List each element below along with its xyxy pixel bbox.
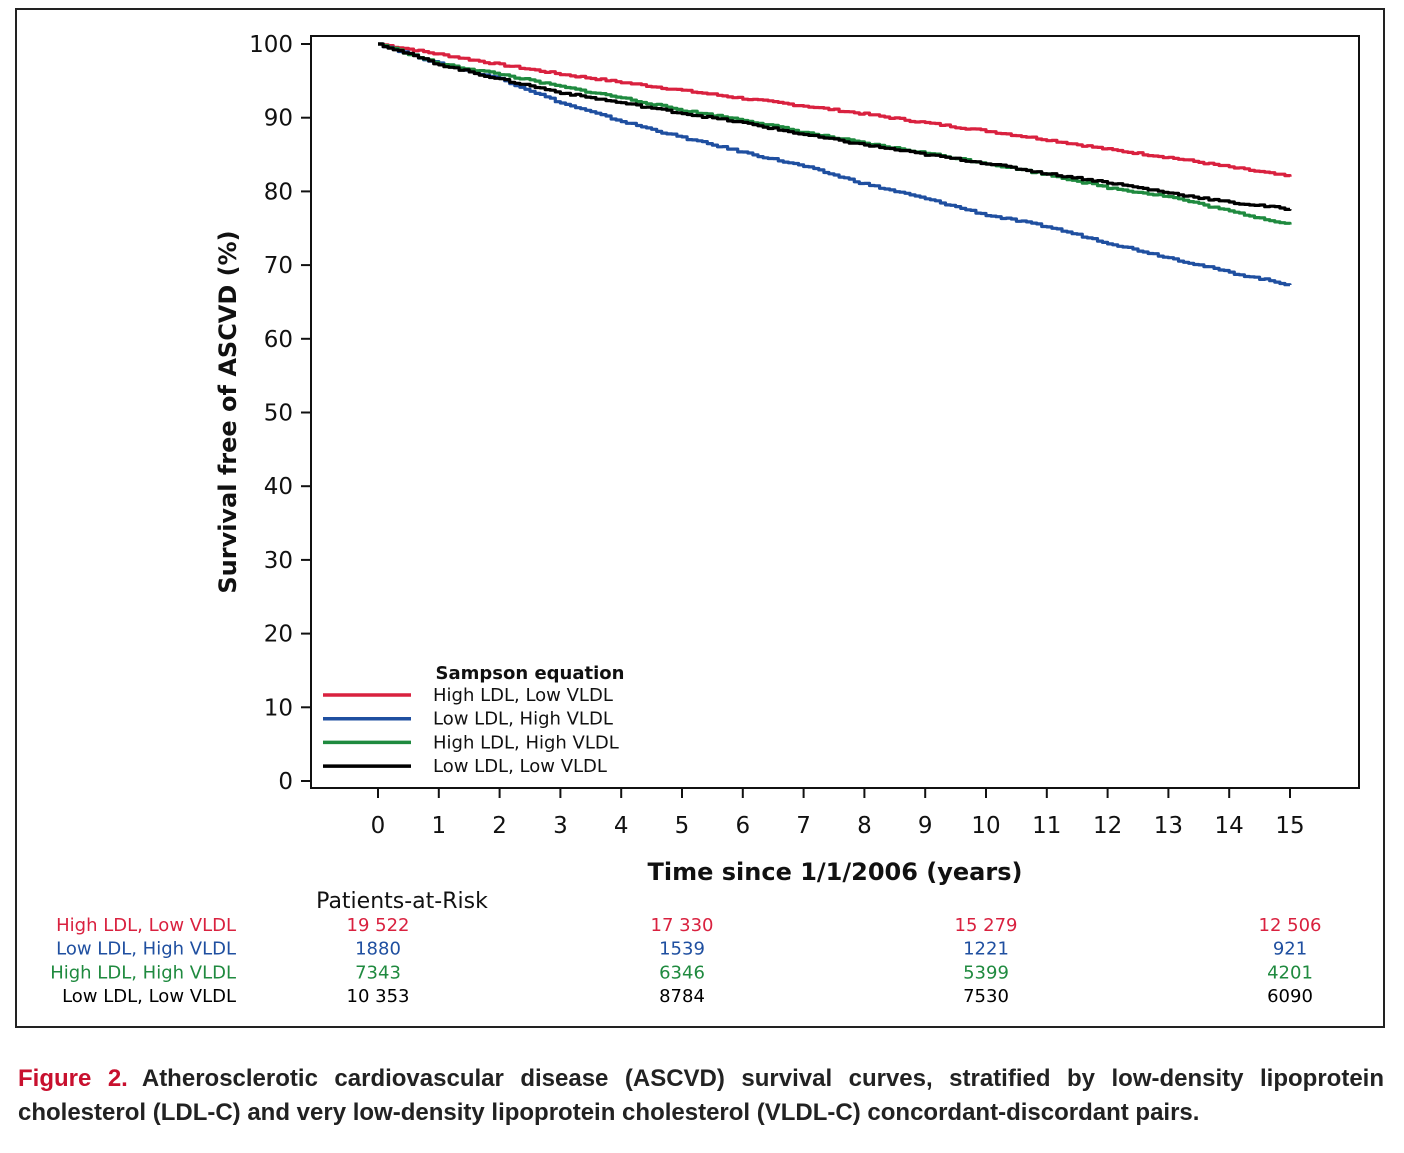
x-tick-label: 15: [1275, 813, 1304, 839]
x-tick-label: 11: [1032, 813, 1061, 839]
legend-label: High LDL, Low VLDL: [433, 685, 613, 706]
series-line-4: [378, 42, 1292, 211]
y-tick-label: 70: [264, 253, 293, 279]
y-tick-label: 10: [264, 695, 293, 721]
at-risk-count: 19 522: [347, 915, 410, 936]
y-axis-ticks: 0 10 20 30 40 50 60 70 80 90 100: [249, 32, 311, 795]
legend: Sampson equation High LDL, Low VLDL Low L…: [323, 663, 624, 777]
at-risk-count: 17 330: [651, 915, 714, 936]
caption-text: Atherosclerotic cardiovascular disease (…: [18, 1065, 1384, 1126]
at-risk-count: 7343: [355, 962, 401, 983]
legend-label: Low LDL, Low VLDL: [433, 756, 607, 777]
y-axis-title: Survival free of ASCVD (%): [214, 230, 242, 593]
x-tick-label: 10: [971, 813, 1000, 839]
x-tick-label: 3: [553, 813, 568, 839]
series-line-3: [378, 42, 1292, 225]
y-tick-label: 80: [264, 179, 293, 205]
x-tick-label: 9: [918, 813, 933, 839]
legend-label: High LDL, High VLDL: [433, 732, 619, 753]
x-tick-label: 4: [614, 813, 629, 839]
caption-label: Figure 2.: [18, 1065, 128, 1092]
x-tick-label: 1: [431, 813, 446, 839]
at-risk-count: 6090: [1267, 986, 1313, 1007]
x-tick-label: 12: [1093, 813, 1122, 839]
legend-label: Low LDL, High VLDL: [433, 709, 613, 730]
y-tick-label: 100: [249, 32, 293, 58]
x-tick-label: 2: [492, 813, 507, 839]
at-risk-count: 5399: [963, 962, 1009, 983]
at-risk-title: Patients-at-Risk: [316, 889, 488, 914]
y-tick-label: 30: [264, 548, 293, 574]
x-tick-label: 8: [857, 813, 872, 839]
x-tick-label: 13: [1154, 813, 1183, 839]
at-risk-row-label: High LDL, High VLDL: [50, 962, 236, 983]
y-tick-label: 0: [278, 769, 293, 795]
x-tick-label: 14: [1215, 813, 1244, 839]
series-line-2: [378, 42, 1292, 287]
at-risk-count: 12 506: [1259, 915, 1322, 936]
x-tick-label: 6: [735, 813, 750, 839]
y-tick-label: 60: [264, 327, 293, 353]
figure-frame: [15, 8, 1385, 1028]
x-tick-label: 7: [796, 813, 811, 839]
at-risk-count: 1539: [659, 939, 705, 960]
x-axis-ticks: 0 1 2 3 4 5 6 7 8 9 10 11 12 13 14 15: [371, 788, 1305, 839]
y-tick-label: 40: [264, 474, 293, 500]
at-risk-count: 921: [1273, 939, 1307, 960]
y-tick-label: 50: [264, 401, 293, 427]
y-tick-label: 90: [264, 106, 293, 132]
at-risk-count: 10 353: [347, 986, 410, 1007]
series-lines: [378, 42, 1292, 287]
patients-at-risk-table: Patients-at-Risk High LDL, Low VLDL 19 52…: [50, 889, 1321, 1007]
at-risk-count: 15 279: [955, 915, 1018, 936]
at-risk-count: 4201: [1267, 962, 1313, 983]
at-risk-count: 1880: [355, 939, 401, 960]
legend-title: Sampson equation: [436, 663, 625, 684]
at-risk-count: 1221: [963, 939, 1009, 960]
at-risk-row-label: High LDL, Low VLDL: [56, 915, 236, 936]
x-tick-label: 0: [371, 813, 386, 839]
series-line-1: [378, 42, 1292, 178]
at-risk-row-label: Low LDL, Low VLDL: [62, 986, 236, 1007]
y-tick-label: 20: [264, 622, 293, 648]
at-risk-count: 7530: [963, 986, 1009, 1007]
figure-caption: Figure 2. Atherosclerotic cardiovascular …: [18, 1062, 1384, 1130]
x-tick-label: 5: [675, 813, 690, 839]
x-axis-title: Time since 1/1/2006 (years): [648, 858, 1023, 886]
at-risk-row-label: Low LDL, High VLDL: [56, 939, 236, 960]
at-risk-count: 8784: [659, 986, 705, 1007]
at-risk-count: 6346: [659, 962, 705, 983]
